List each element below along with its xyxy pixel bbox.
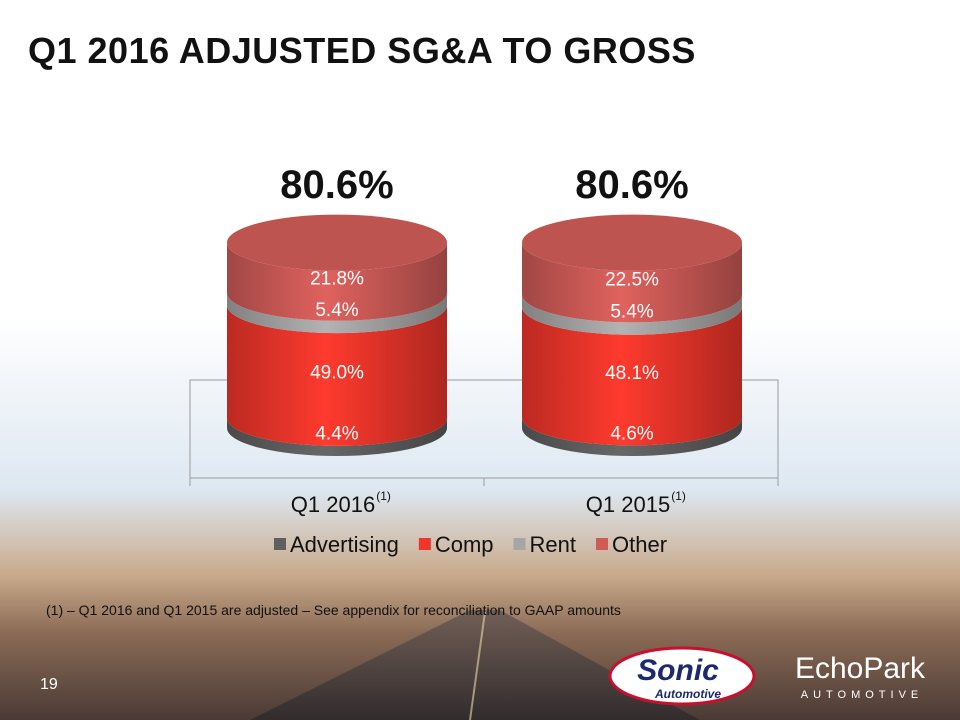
legend-label-comp: Comp (435, 532, 494, 557)
data-label-q1-2016-rent: 5.4% (315, 300, 358, 321)
echopark-logo-subtext: AUTOMOTIVE (801, 689, 924, 701)
data-label-q1-2015-comp: 48.1% (605, 363, 659, 384)
sonic-logo-subtext: Automotive (654, 687, 721, 701)
data-label-q1-2015-advertising: 4.6% (610, 424, 653, 445)
road-background (250, 610, 700, 720)
footnote: (1) – Q1 2016 and Q1 2015 are adjusted –… (46, 602, 621, 618)
labels-group: 4.4%49.0%5.4%21.8%80.6%Q1 2016 (1)4.6%48.… (280, 163, 688, 517)
sonic-automotive-logo: Sonic Automotive (608, 646, 756, 706)
data-label-q1-2015-other: 22.5% (605, 269, 659, 290)
legend-label-rent: Rent (530, 532, 576, 557)
bar-q1-2016-advertising (227, 417, 447, 456)
bar-q1-2015-other (522, 242, 742, 323)
legend-label-advertising: Advertising (290, 532, 399, 557)
legend-swatch-other (596, 538, 609, 550)
bar-q1-2016-rent (227, 292, 447, 334)
total-label-q1-2015: 80.6% (575, 163, 688, 207)
data-label-q1-2015-rent: 5.4% (610, 301, 653, 322)
data-label-q1-2016-advertising: 4.4% (315, 424, 358, 445)
bars-group (227, 214, 742, 456)
total-label-q1-2016: 80.6% (280, 163, 393, 207)
category-label-q1-2015: Q1 2015 (586, 492, 670, 517)
echopark-logo-text: EchoPark (795, 652, 926, 685)
bar-q1-2015-rent (522, 294, 742, 335)
sonic-logo-text: Sonic (637, 654, 719, 687)
legend: Advertising Comp Rent Other (274, 532, 667, 557)
bar-top-cap-q1-2015 (522, 214, 742, 271)
bar-q1-2015-comp (522, 306, 742, 446)
category-superscript-q1-2015: (1) (671, 489, 686, 503)
legend-swatch-rent (513, 538, 526, 550)
slide-title: Q1 2016 ADJUSTED SG&A TO GROSS (28, 30, 696, 71)
bar-q1-2016-other (227, 242, 447, 321)
data-label-q1-2016-comp: 49.0% (310, 362, 364, 383)
bar-q1-2016-comp (227, 305, 447, 446)
legend-label-other: Other (612, 532, 667, 557)
category-superscript-q1-2016: (1) (376, 489, 391, 503)
stacked-cylinder-chart: 4.4%49.0%5.4%21.8%80.6%Q1 2016 (1)4.6%48.… (189, 163, 779, 557)
legend-swatch-comp (418, 538, 431, 550)
category-label-q1-2016: Q1 2016 (291, 492, 375, 517)
bar-top-cap-q1-2016 (227, 214, 447, 271)
bar-q1-2015-advertising (522, 417, 742, 456)
data-label-q1-2016-other: 21.8% (310, 268, 364, 289)
legend-swatch-advertising (274, 538, 286, 550)
page-number: 19 (40, 676, 58, 693)
echopark-automotive-logo: EchoPark AUTOMOTIVE (795, 652, 926, 701)
